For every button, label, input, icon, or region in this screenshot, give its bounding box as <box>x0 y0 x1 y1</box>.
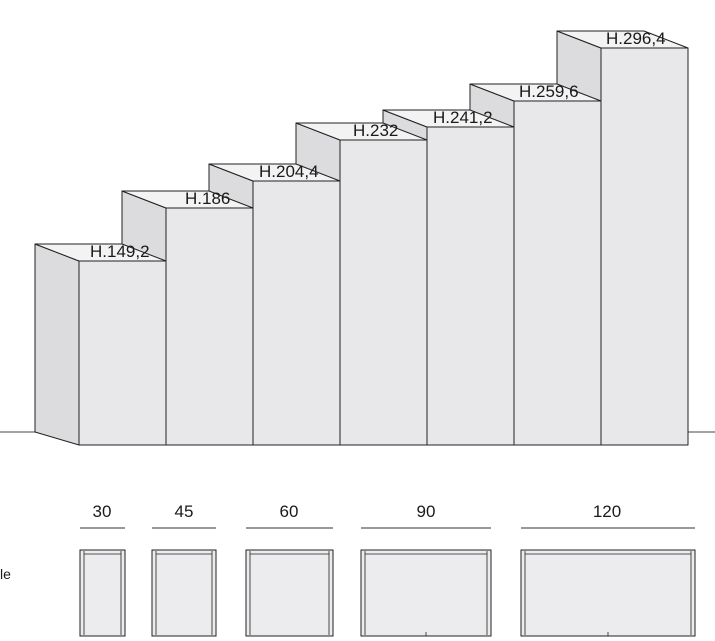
plan-outline <box>79 549 126 637</box>
plan-outline <box>360 549 492 637</box>
width-label-30: 30 <box>93 502 112 521</box>
plan-outline <box>245 549 334 637</box>
height-label-1: H.149,2 <box>90 242 150 261</box>
cabinet-front-face <box>339 139 428 446</box>
plan-outline <box>151 549 217 637</box>
wardrobe-cabinet-1 <box>34 243 167 446</box>
height-label-2: H.186 <box>185 189 230 208</box>
cabinet-elevation-group <box>34 30 689 446</box>
cabinet-front-face <box>165 207 254 446</box>
height-label-5: H.241,2 <box>433 108 493 127</box>
cabinet-front-face <box>600 47 689 446</box>
height-label-3: H.204,4 <box>259 162 319 181</box>
width-label-60: 60 <box>280 502 299 521</box>
height-labels: H.149,2 H.186 H.204,4 H.232 H.241,2 H.25… <box>90 29 666 261</box>
height-label-6: H.259,6 <box>519 82 579 101</box>
width-label-45: 45 <box>175 502 194 521</box>
plan-view-120 <box>520 549 696 637</box>
plan-view-30 <box>79 549 126 637</box>
height-label-7: H.296,4 <box>606 29 666 48</box>
side-text: le <box>0 566 11 582</box>
plan-outline <box>520 549 696 637</box>
cabinet-side-face <box>34 243 80 446</box>
plan-view-45 <box>151 549 217 637</box>
height-label-4: H.232 <box>353 121 398 140</box>
cabinet-front-face <box>252 180 341 446</box>
width-label-120: 120 <box>593 502 621 521</box>
plan-view-group <box>79 549 696 637</box>
width-labels: 30 45 60 90 120 <box>93 502 622 521</box>
cabinet-front-face <box>426 126 515 446</box>
cabinet-front-face <box>78 260 167 446</box>
plan-view-60 <box>245 549 334 637</box>
plan-view-90 <box>360 549 492 637</box>
cabinet-front-face <box>513 100 602 446</box>
width-label-90: 90 <box>417 502 436 521</box>
